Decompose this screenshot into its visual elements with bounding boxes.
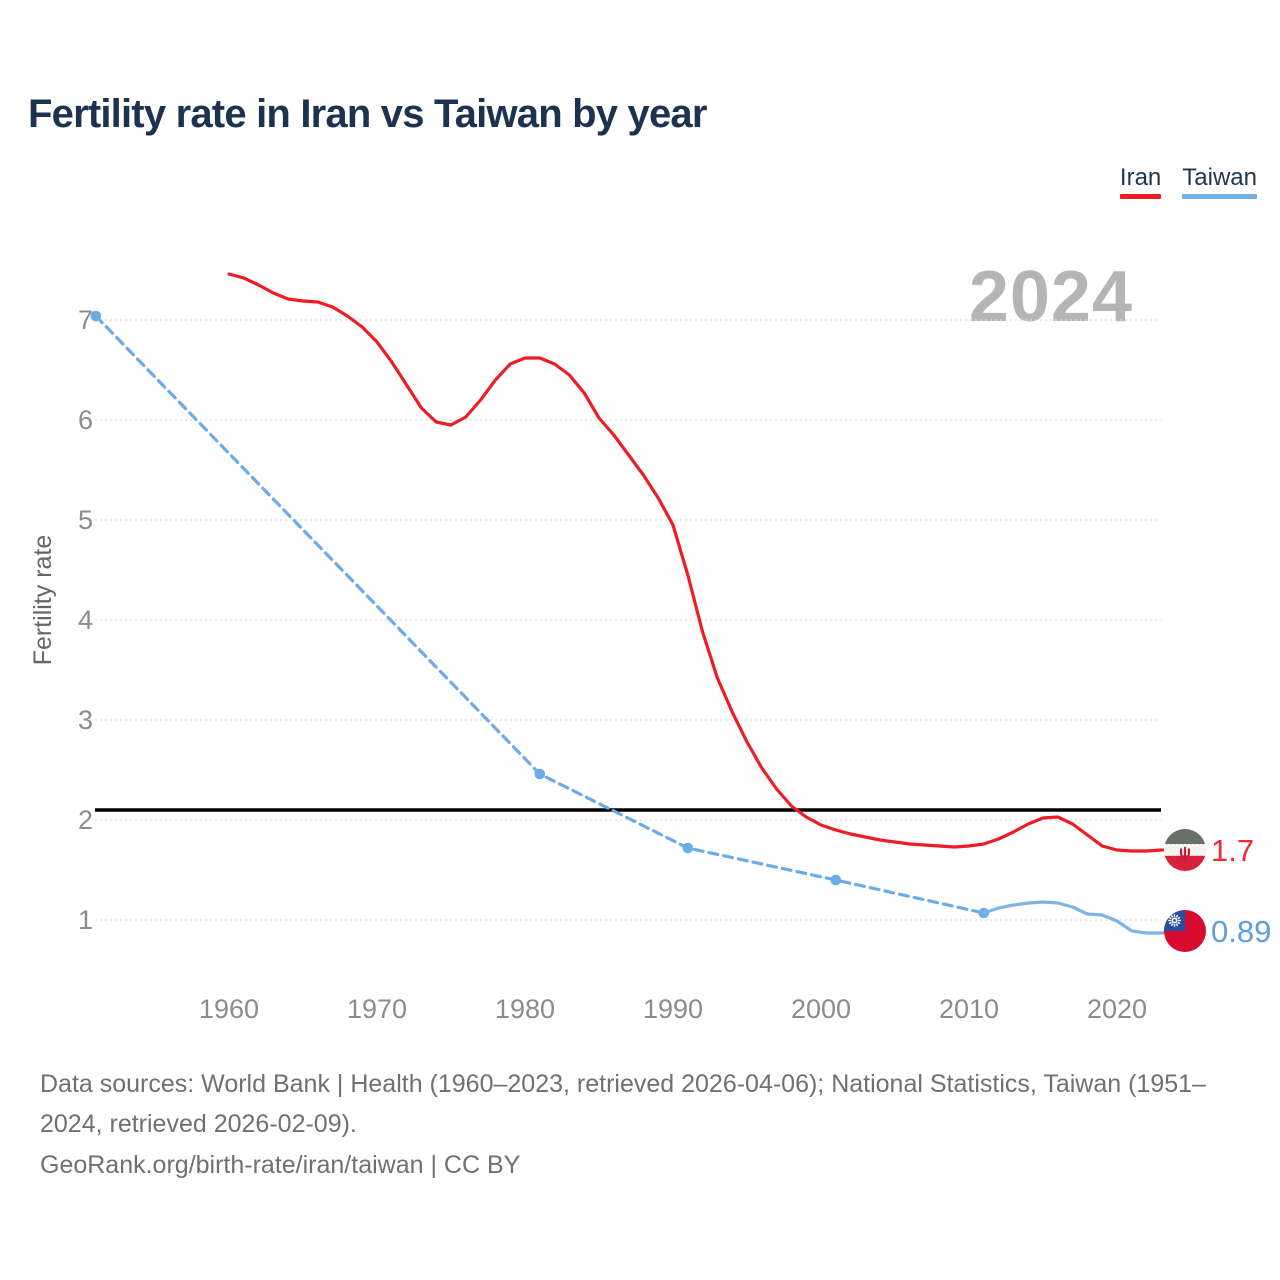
x-tick-1960: 1960: [199, 994, 259, 1024]
data-point-taiwan-1981[interactable]: [534, 768, 546, 780]
x-tick-2020: 2020: [1087, 994, 1147, 1024]
page-title: Fertility rate in Iran vs Taiwan by year: [28, 92, 707, 136]
x-tick-2010: 2010: [939, 994, 999, 1024]
series-line-taiwan-0[interactable]: [94, 314, 986, 915]
y-tick-7: 7: [78, 305, 93, 335]
watermark-year: 2024: [968, 257, 1133, 337]
legend-item-iran[interactable]: Iran: [1119, 164, 1162, 199]
data-point-taiwan-2001[interactable]: [830, 874, 842, 886]
y-tick-2: 2: [78, 805, 93, 835]
legend-swatch-iran: [1119, 194, 1162, 199]
legend-label-iran: Iran: [1119, 164, 1162, 191]
end-value-iran: 1.7: [1211, 833, 1254, 868]
legend-item-taiwan[interactable]: Taiwan: [1182, 165, 1257, 199]
legend-swatch-taiwan: [1182, 194, 1257, 199]
iran-flag-icon: ψ: [1164, 829, 1206, 871]
x-tick-1970: 1970: [347, 994, 407, 1024]
svg-text:ψ: ψ: [1179, 844, 1191, 861]
data-point-taiwan-1991[interactable]: [682, 842, 694, 854]
x-tick-1980: 1980: [495, 994, 555, 1024]
data-point-taiwan-1951[interactable]: [90, 310, 102, 322]
y-tick-4: 4: [78, 605, 93, 635]
end-value-taiwan: 0.89: [1211, 914, 1271, 949]
data-sources-text: Data sources: World Bank | Health (1960–…: [40, 1070, 1206, 1138]
legend-label-taiwan: Taiwan: [1182, 164, 1257, 191]
taiwan-flag-icon: [1164, 910, 1206, 952]
series-line-taiwan-1[interactable]: [982, 900, 1178, 935]
y-axis-title: Fertility rate: [29, 534, 57, 666]
footer: Data sources: World Bank | Health (1960–…: [40, 1064, 1262, 1185]
y-tick-3: 3: [78, 705, 93, 735]
attribution-link: GeoRank.org/birth-rate/iran/taiwan | CC …: [40, 1151, 521, 1179]
y-tick-6: 6: [78, 405, 93, 435]
x-tick-1990: 1990: [643, 994, 703, 1024]
x-tick-2000: 2000: [791, 994, 851, 1024]
series-line-iran-0[interactable]: [227, 272, 1163, 853]
chart-legend: Iran Taiwan: [1119, 164, 1257, 199]
y-tick-5: 5: [78, 505, 93, 535]
y-tick-1: 1: [78, 905, 93, 935]
